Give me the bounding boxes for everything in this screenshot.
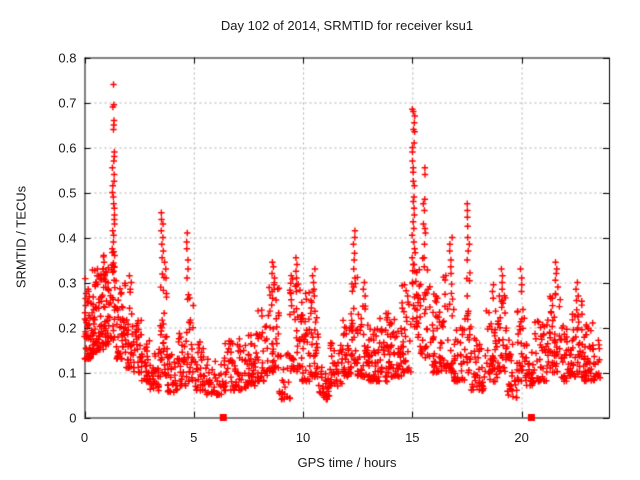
x-tick-label: 15 <box>405 429 420 445</box>
y-axis-label: SRMTID / TECUs <box>13 185 29 289</box>
y-tick-label: 0 <box>69 410 77 425</box>
y-tick-label: 0.1 <box>58 365 77 380</box>
chart-title: Day 102 of 2014, SRMTID for receiver ksu… <box>220 18 474 33</box>
y-tick-label: 0.3 <box>58 275 77 290</box>
y-tick-label: 0.4 <box>58 230 77 245</box>
x-tick-label: 20 <box>514 429 529 445</box>
x-tick-label: 5 <box>190 429 198 445</box>
y-tick-label: 0.2 <box>58 320 77 335</box>
x-tick-label: 10 <box>295 429 311 445</box>
x-tick-label: 0 <box>80 429 89 445</box>
y-tick-label: 0.6 <box>58 140 77 155</box>
y-tick-label: 0.7 <box>58 95 77 110</box>
x-axis-label: GPS time / hours <box>297 455 397 470</box>
y-tick-label: 0.5 <box>58 185 77 200</box>
y-tick-label: 0.8 <box>58 50 77 65</box>
